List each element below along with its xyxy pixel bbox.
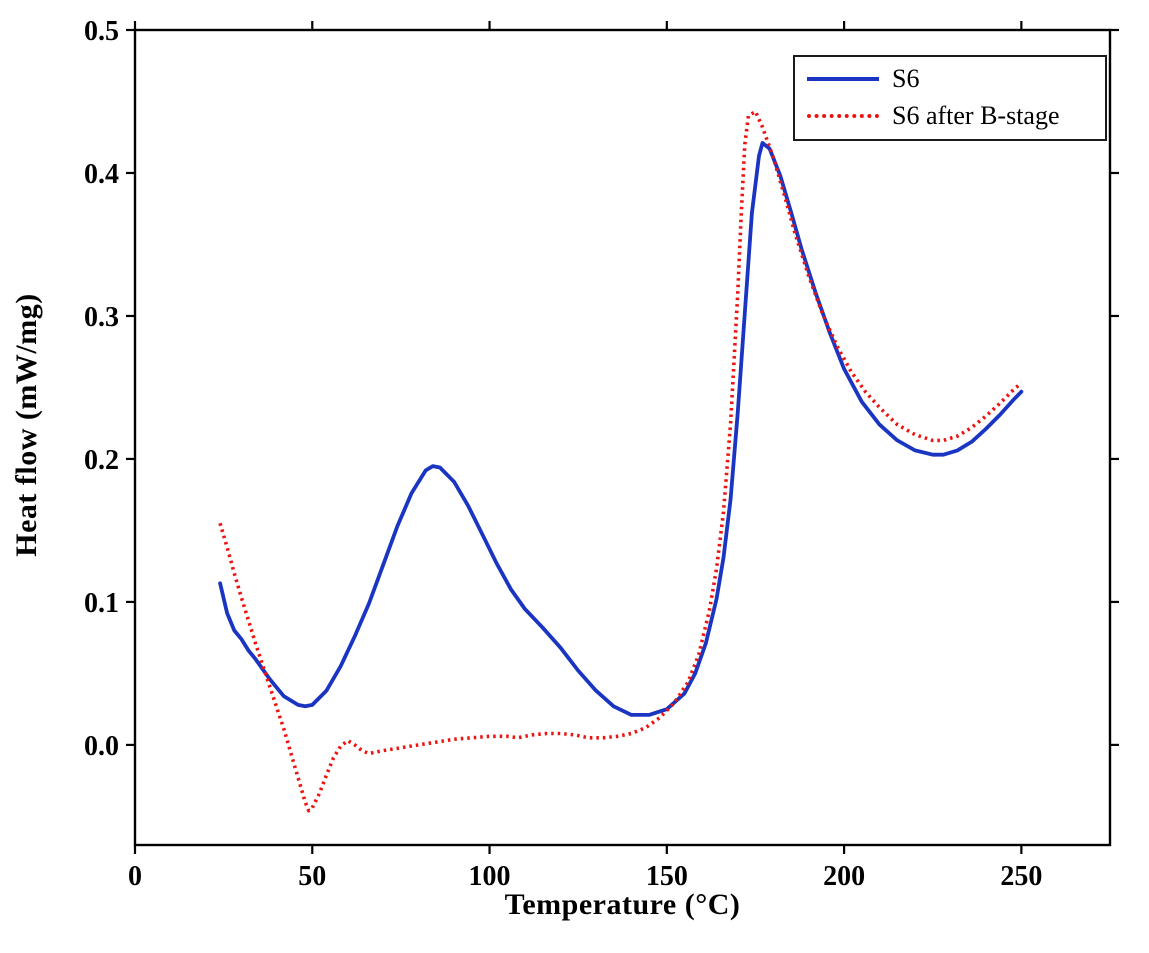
legend-label-s6-after-b-stage: S6 after B-stage xyxy=(892,100,1060,130)
x-tick-label: 100 xyxy=(469,861,511,892)
series-line-s6 xyxy=(218,141,1024,717)
y-tick-label: 0.5 xyxy=(84,16,119,47)
y-tick-label: 0.3 xyxy=(84,302,119,333)
legend-entry-s6: S6 xyxy=(807,64,1093,94)
legend-label-s6: S6 xyxy=(892,64,920,93)
y-axis-title: Heat flow (mW/mg) xyxy=(10,293,43,557)
legend: S6 S6 after B-stage xyxy=(793,55,1107,142)
x-tick-label: 200 xyxy=(823,861,865,892)
x-tick-label: 0 xyxy=(128,861,142,892)
axis-ticks xyxy=(126,21,1119,854)
legend-entry-s6-after-b-stage: S6 after B-stage xyxy=(807,100,1093,131)
legend-line-sample-s6 xyxy=(807,77,879,82)
y-tick-label: 0.1 xyxy=(84,588,119,619)
x-tick-label: 150 xyxy=(646,861,688,892)
y-tick-label: 0.2 xyxy=(84,445,119,476)
x-tick-label: 50 xyxy=(298,861,326,892)
x-axis-title: Temperature (°C) xyxy=(504,888,741,921)
legend-line-sample-s6-after-b-stage xyxy=(807,113,879,118)
y-tick-label: 0.4 xyxy=(84,159,119,190)
series-line-s6-after-b-stage xyxy=(218,109,1023,813)
plot-frame xyxy=(133,28,1112,847)
x-tick-label: 250 xyxy=(1000,861,1042,892)
y-tick-label: 0.0 xyxy=(84,731,119,762)
